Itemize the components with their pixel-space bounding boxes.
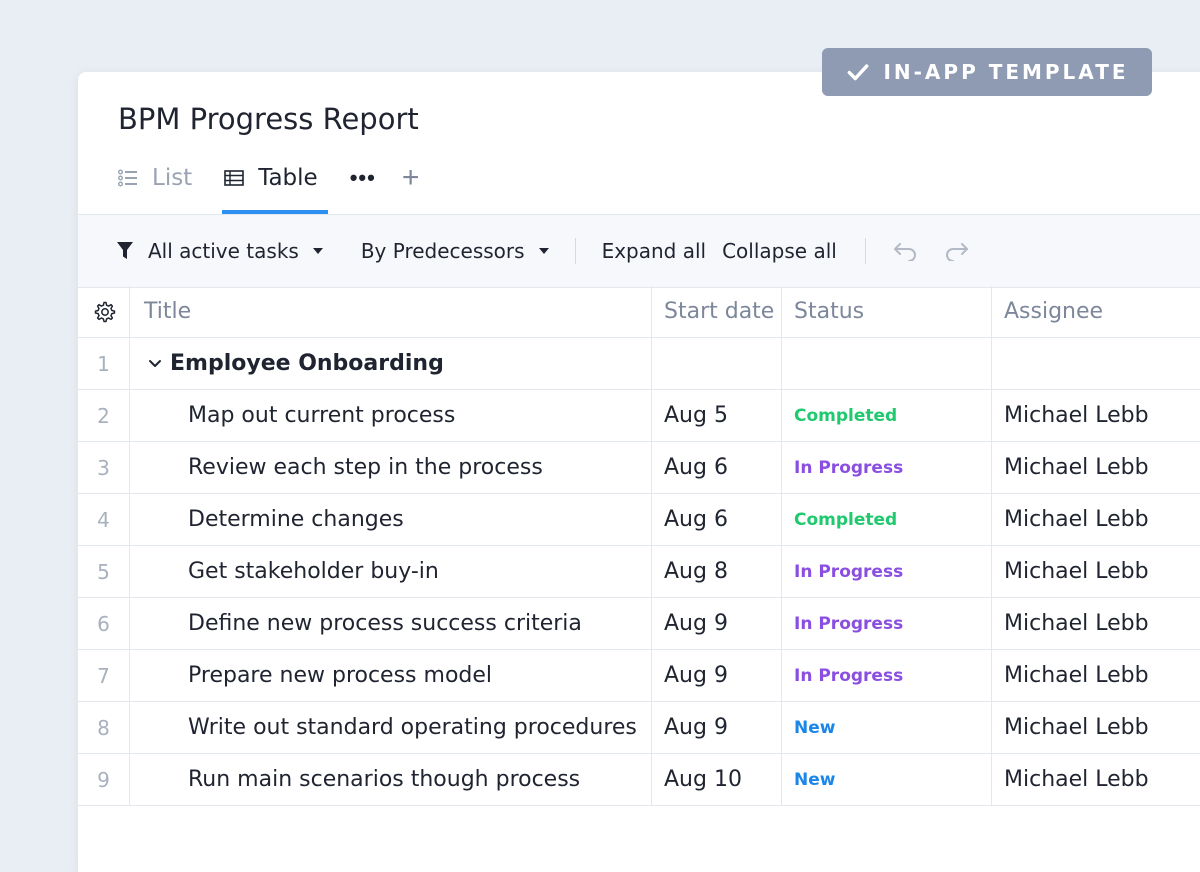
table-row[interactable]: 5 Get stakeholder buy-in Aug 8 In Progress M… [78, 546, 1200, 598]
report-card: BPM Progress Report List Table ••• [78, 72, 1200, 872]
table-row[interactable]: 8 Write out standard operating procedures… [78, 702, 1200, 754]
row-number: 5 [78, 546, 130, 597]
row-number: 8 [78, 702, 130, 753]
chevron-down-icon[interactable] [148, 359, 162, 369]
task-title-cell[interactable]: Prepare new process model [130, 650, 652, 701]
start-date-cell[interactable]: Aug 9 [652, 702, 782, 753]
column-header-status[interactable]: Status [782, 286, 992, 337]
assignee-cell[interactable]: Michael Lebb [1004, 559, 1149, 584]
badge-label: IN-APP TEMPLATE [883, 60, 1129, 84]
more-views-button[interactable]: ••• [349, 165, 376, 190]
column-settings-button[interactable] [78, 286, 130, 337]
status-cell[interactable]: In Progress [782, 442, 992, 493]
status-cell[interactable]: In Progress [782, 546, 992, 597]
undo-button[interactable] [892, 241, 918, 261]
tab-list[interactable]: List [118, 160, 192, 196]
group-title: Employee Onboarding [170, 351, 444, 376]
divider [864, 238, 866, 264]
group-by-label: By Predecessors [360, 239, 525, 263]
start-date-cell[interactable]: Aug 5 [652, 390, 782, 441]
task-title-cell[interactable]: Determine changes [130, 494, 652, 545]
status-cell[interactable]: In Progress [782, 598, 992, 649]
page-title: BPM Progress Report [118, 102, 419, 136]
filter-label: All active tasks [148, 239, 299, 263]
assignee-cell[interactable]: Michael Lebb [1004, 455, 1149, 480]
task-title-cell[interactable]: Run main scenarios though process [130, 754, 652, 805]
expand-all-button[interactable]: Expand all [602, 239, 707, 263]
list-icon [118, 169, 137, 187]
column-header-title[interactable]: Title [130, 286, 652, 337]
active-tab-indicator [222, 210, 328, 214]
filter-dropdown[interactable]: All active tasks [116, 239, 323, 263]
start-date-cell[interactable]: Aug 10 [652, 754, 782, 805]
task-rows: 2 Map out current process Aug 5 Completed Mi… [78, 390, 1200, 806]
group-by-dropdown[interactable]: By Predecessors [361, 239, 549, 263]
divider [574, 238, 576, 264]
status-cell[interactable]: New [782, 754, 992, 805]
task-title-cell[interactable]: Define new process success criteria [130, 598, 652, 649]
row-number: 9 [78, 754, 130, 805]
column-header-start-date[interactable]: Start date [652, 286, 782, 337]
collapse-all-button[interactable]: Collapse all [722, 239, 837, 263]
tab-table-label: Table [258, 165, 318, 191]
start-date-cell[interactable]: Aug 8 [652, 546, 782, 597]
start-date-cell[interactable]: Aug 9 [652, 650, 782, 701]
chevron-down-icon [538, 248, 549, 254]
start-date-cell[interactable]: Aug 9 [652, 598, 782, 649]
row-number: 2 [78, 390, 130, 441]
column-header-assignee[interactable]: Assignee [1004, 299, 1104, 324]
status-cell[interactable]: New [782, 702, 992, 753]
view-tabs: List Table ••• + [118, 160, 419, 214]
undo-icon [893, 243, 916, 261]
row-number: 7 [78, 650, 130, 701]
group-assignee-cell [992, 338, 1200, 389]
check-icon [848, 64, 869, 81]
task-title-cell[interactable]: Get stakeholder buy-in [130, 546, 652, 597]
add-view-button[interactable]: + [401, 161, 420, 194]
group-status-cell [782, 338, 992, 389]
task-title-cell[interactable]: Review each step in the process [130, 442, 652, 493]
start-date-cell[interactable]: Aug 6 [652, 494, 782, 545]
table-row[interactable]: 6 Define new process success criteria Aug … [78, 598, 1200, 650]
assignee-cell[interactable]: Michael Lebb [1004, 403, 1149, 428]
assignee-cell[interactable]: Michael Lebb [1004, 663, 1149, 688]
collapse-all-label: Collapse all [722, 239, 837, 263]
table-row[interactable]: 2 Map out current process Aug 5 Completed Mi… [78, 390, 1200, 442]
row-number: 1 [78, 338, 130, 389]
in-app-template-badge: IN-APP TEMPLATE [822, 48, 1152, 96]
group-title-cell[interactable]: Employee Onboarding [130, 338, 652, 389]
assignee-cell[interactable]: Michael Lebb [1004, 507, 1149, 532]
table-group-row[interactable]: 1 Employee Onboarding [78, 338, 1200, 390]
row-number: 3 [78, 442, 130, 493]
status-cell[interactable]: In Progress [782, 650, 992, 701]
tab-table[interactable]: Table [222, 160, 328, 214]
redo-button[interactable] [944, 241, 970, 261]
task-title-cell[interactable]: Write out standard operating procedures [130, 702, 652, 753]
assignee-cell[interactable]: Michael Lebb [1004, 715, 1149, 740]
expand-all-label: Expand all [601, 239, 707, 263]
row-number: 4 [78, 494, 130, 545]
status-cell[interactable]: Completed [782, 494, 992, 545]
task-title-cell[interactable]: Map out current process [130, 390, 652, 441]
start-date-cell[interactable]: Aug 6 [652, 442, 782, 493]
task-table: Title Start date Status Assignee 1 Emplo… [78, 286, 1200, 806]
assignee-cell[interactable]: Michael Lebb [1004, 611, 1149, 636]
tab-list-label: List [152, 165, 193, 191]
table-row[interactable]: 4 Determine changes Aug 6 Completed Michael … [78, 494, 1200, 546]
group-start-cell [652, 338, 782, 389]
table-header: Title Start date Status Assignee [78, 286, 1200, 338]
status-cell[interactable]: Completed [782, 390, 992, 441]
table-icon [224, 170, 245, 186]
table-row[interactable]: 9 Run main scenarios though process Aug 10… [78, 754, 1200, 806]
chevron-down-icon [312, 248, 323, 254]
redo-icon [945, 243, 968, 261]
assignee-cell[interactable]: Michael Lebb [1004, 767, 1149, 792]
row-number: 6 [78, 598, 130, 649]
gear-icon [94, 301, 115, 322]
table-row[interactable]: 3 Review each step in the process Aug 6 In … [78, 442, 1200, 494]
filter-icon [117, 242, 133, 259]
table-row[interactable]: 7 Prepare new process model Aug 9 In Progre… [78, 650, 1200, 702]
toolbar: All active tasks By Predecessors Expand … [78, 214, 1200, 288]
